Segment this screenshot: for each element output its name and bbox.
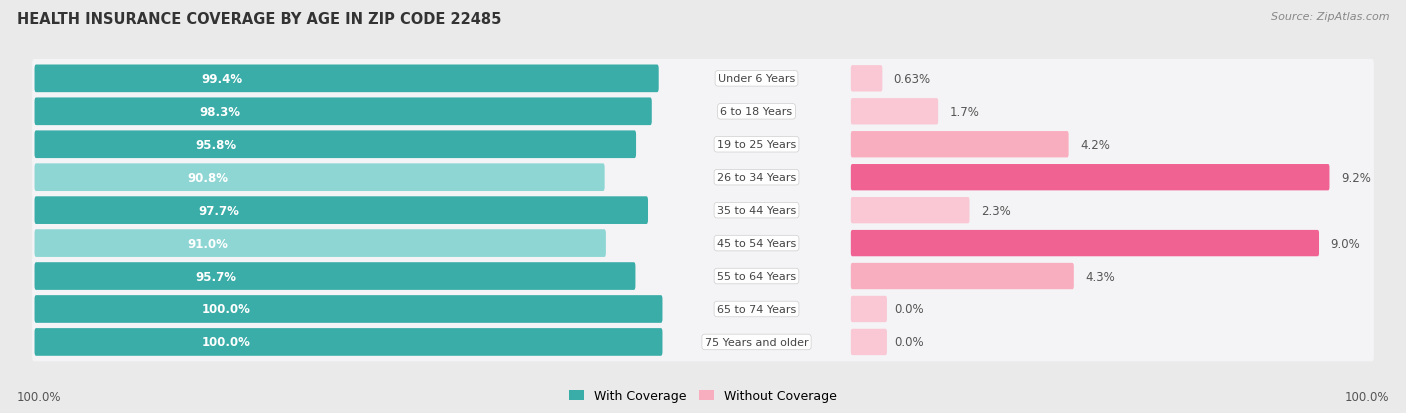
FancyBboxPatch shape [851,165,1330,191]
FancyBboxPatch shape [35,328,662,356]
FancyBboxPatch shape [35,98,652,126]
FancyBboxPatch shape [35,164,605,192]
Text: 98.3%: 98.3% [200,106,240,119]
Text: 19 to 25 Years: 19 to 25 Years [717,140,796,150]
FancyBboxPatch shape [851,197,970,224]
FancyBboxPatch shape [851,329,887,355]
Text: 35 to 44 Years: 35 to 44 Years [717,206,796,216]
Text: 9.2%: 9.2% [1341,171,1371,184]
FancyBboxPatch shape [35,295,662,323]
Text: 0.63%: 0.63% [894,73,931,85]
Text: 75 Years and older: 75 Years and older [704,337,808,347]
Text: 45 to 54 Years: 45 to 54 Years [717,239,796,249]
FancyBboxPatch shape [851,99,938,125]
FancyBboxPatch shape [35,230,606,257]
FancyBboxPatch shape [32,323,1374,361]
Text: 97.7%: 97.7% [198,204,239,217]
FancyBboxPatch shape [851,66,883,92]
Text: 9.0%: 9.0% [1330,237,1360,250]
FancyBboxPatch shape [851,263,1074,290]
Text: 95.7%: 95.7% [195,270,236,283]
FancyBboxPatch shape [32,290,1374,329]
Text: 100.0%: 100.0% [1344,390,1389,403]
FancyBboxPatch shape [32,257,1374,296]
FancyBboxPatch shape [851,296,887,323]
FancyBboxPatch shape [32,224,1374,263]
Text: 90.8%: 90.8% [187,171,229,184]
Text: 100.0%: 100.0% [202,336,250,349]
Text: 100.0%: 100.0% [17,390,62,403]
Text: 1.7%: 1.7% [949,106,980,119]
FancyBboxPatch shape [32,93,1374,131]
Legend: With Coverage, Without Coverage: With Coverage, Without Coverage [564,385,842,407]
FancyBboxPatch shape [35,263,636,290]
Text: 2.3%: 2.3% [981,204,1011,217]
FancyBboxPatch shape [35,65,658,93]
FancyBboxPatch shape [32,158,1374,197]
FancyBboxPatch shape [32,191,1374,230]
Text: 26 to 34 Years: 26 to 34 Years [717,173,796,183]
Text: 99.4%: 99.4% [201,73,242,85]
Text: 55 to 64 Years: 55 to 64 Years [717,271,796,281]
Text: 100.0%: 100.0% [202,303,250,316]
Text: 65 to 74 Years: 65 to 74 Years [717,304,796,314]
Text: 95.8%: 95.8% [195,138,236,152]
Text: 4.2%: 4.2% [1080,138,1109,152]
FancyBboxPatch shape [851,132,1069,158]
Text: HEALTH INSURANCE COVERAGE BY AGE IN ZIP CODE 22485: HEALTH INSURANCE COVERAGE BY AGE IN ZIP … [17,12,502,27]
FancyBboxPatch shape [35,197,648,224]
Text: Under 6 Years: Under 6 Years [718,74,796,84]
Text: 0.0%: 0.0% [894,336,924,349]
Text: 91.0%: 91.0% [188,237,229,250]
FancyBboxPatch shape [35,131,636,159]
Text: Source: ZipAtlas.com: Source: ZipAtlas.com [1271,12,1389,22]
FancyBboxPatch shape [32,60,1374,99]
FancyBboxPatch shape [851,230,1319,256]
Text: 0.0%: 0.0% [894,303,924,316]
FancyBboxPatch shape [32,126,1374,164]
Text: 4.3%: 4.3% [1085,270,1115,283]
Text: 6 to 18 Years: 6 to 18 Years [720,107,793,117]
